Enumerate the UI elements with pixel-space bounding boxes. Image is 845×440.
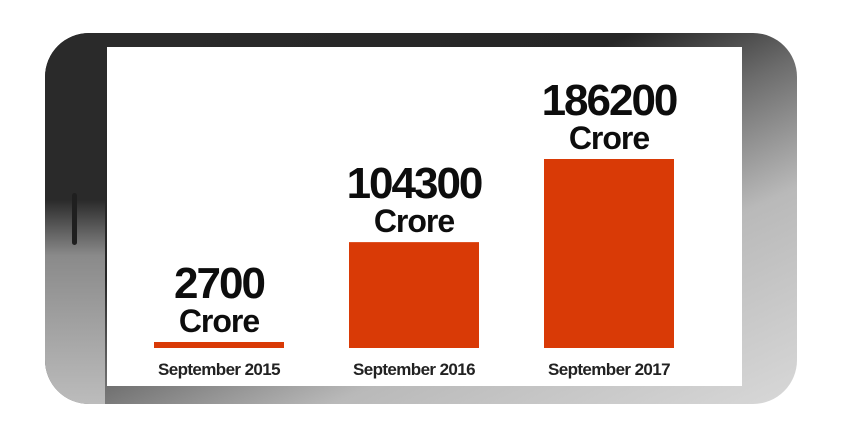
category-label-2: September 2016 [353,360,475,379]
data-label-value-2: 104300 [347,159,482,208]
bar-3 [544,159,674,348]
category-label-3: September 2017 [548,360,670,379]
data-label-value-1: 2700 [174,259,264,308]
bar-1 [154,342,284,348]
data-label-unit-2: Crore [374,203,455,239]
data-label-unit-1: Crore [179,303,260,339]
phone-side-button [72,193,77,245]
data-label-value-3: 186200 [542,76,677,125]
category-label-1: September 2015 [158,360,280,379]
data-label-unit-3: Crore [569,120,650,156]
bar-2 [349,242,479,348]
phone-screen: Crore 2700 September 2015 Crore 104300 Septem… [107,47,742,386]
